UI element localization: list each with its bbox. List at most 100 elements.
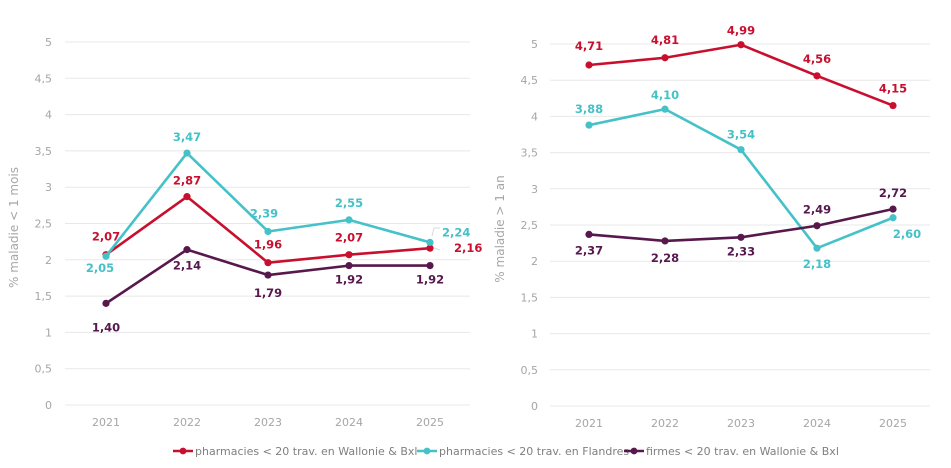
y-tick-label: 4	[531, 110, 538, 123]
data-label: 2,49	[803, 203, 831, 217]
data-point	[102, 252, 110, 260]
data-point	[426, 244, 434, 252]
data-label: 4,99	[727, 24, 755, 38]
x-tick-label: 2022	[173, 416, 201, 429]
data-point	[889, 214, 897, 222]
legend-swatch-marker	[630, 447, 638, 455]
data-point	[264, 227, 272, 236]
x-tick-label: 2023	[727, 417, 755, 430]
y-tick-label: 0,5	[521, 364, 539, 377]
data-label: 2,60	[893, 227, 921, 241]
data-point	[264, 259, 272, 267]
y-tick-label: 5	[45, 36, 52, 49]
data-label: 2,14	[173, 259, 201, 273]
data-label: 2,16	[454, 241, 482, 255]
data-label: 2,72	[879, 186, 907, 200]
data-label: 2,33	[727, 244, 755, 258]
data-point	[345, 262, 353, 270]
data-label: 2,87	[173, 174, 201, 188]
data-point	[183, 149, 191, 157]
data-label: 4,10	[651, 88, 679, 102]
chart-sick-leave-under-1-month: 0 0,5 1 1,5 2 2,5 3 3,5 4 4,5 5 2021 2022 2023 2024 202…	[7, 36, 482, 429]
legend-swatch-marker	[423, 447, 431, 455]
data-point	[426, 262, 434, 270]
y-tick-label: 3,5	[35, 145, 53, 158]
data-point	[813, 222, 821, 230]
data-point	[585, 61, 593, 69]
y-tick-label: 0	[45, 399, 52, 412]
legend-label: firmes < 20 trav. en Wallonie & Bxl	[646, 445, 839, 458]
x-tick-label: 2021	[575, 417, 603, 430]
data-point	[345, 251, 353, 259]
y-tick-label: 4,5	[35, 72, 53, 85]
data-label: 2,55	[335, 196, 363, 210]
y-tick-label: 0,5	[35, 363, 53, 376]
legend: pharmacies < 20 trav. en Wallonie & Bxl p…	[173, 445, 839, 458]
data-point	[183, 193, 191, 201]
data-point	[813, 244, 821, 252]
data-point	[585, 230, 593, 239]
y-tick-label: 4,5	[521, 74, 539, 87]
y-tick-label: 1	[45, 326, 52, 339]
data-point	[813, 72, 821, 80]
y-tick-label: 5	[531, 38, 538, 51]
data-label: 1,92	[416, 273, 444, 287]
y-tick-label: 3	[45, 181, 52, 194]
x-tick-label: 2022	[651, 417, 679, 430]
x-tick-label: 2023	[254, 416, 282, 429]
y-tick-label: 1,5	[35, 290, 53, 303]
legend-label: pharmacies < 20 trav. en Flandres	[439, 445, 629, 458]
data-point	[737, 146, 745, 154]
data-point	[426, 238, 434, 246]
data-label: 4,56	[803, 52, 831, 66]
y-tick-label: 2,5	[521, 219, 539, 232]
x-tick-label: 2025	[879, 417, 907, 430]
y-tick-label: 0	[531, 400, 538, 413]
data-label: 2,24	[442, 225, 470, 239]
data-label: 2,37	[575, 243, 603, 257]
data-label: 3,54	[727, 128, 755, 142]
label-leader-line	[433, 247, 441, 251]
x-tick-label: 2025	[416, 416, 444, 429]
data-label: 2,18	[803, 257, 831, 271]
data-point	[102, 299, 110, 307]
data-label: 2,07	[335, 231, 363, 245]
data-label: 1,92	[335, 273, 363, 287]
y-tick-label: 3,5	[521, 147, 539, 160]
data-point	[737, 233, 745, 241]
series-line-red	[588, 43, 894, 107]
x-tick-label: 2021	[92, 416, 120, 429]
data-label: 2,07	[92, 230, 120, 244]
label-leader-line	[431, 227, 440, 237]
legend-swatch-marker	[179, 447, 187, 455]
y-tick-label: 3	[531, 183, 538, 196]
data-point	[345, 216, 353, 224]
x-tick-label: 2024	[803, 417, 831, 430]
data-label: 2,39	[250, 206, 278, 220]
y-tick-label: 2	[531, 255, 538, 268]
data-point	[585, 121, 593, 129]
data-label: 3,88	[575, 102, 603, 116]
data-label: 1,79	[254, 286, 282, 300]
data-point	[737, 41, 745, 49]
y-axis-label: % maladie < 1 mois	[7, 167, 21, 288]
x-tick-label: 2024	[335, 416, 363, 429]
data-point	[889, 101, 897, 110]
data-label: 2,28	[651, 251, 679, 265]
data-point	[661, 237, 669, 245]
data-point	[183, 246, 191, 254]
y-tick-label: 2,5	[35, 218, 53, 231]
y-tick-label: 1	[531, 328, 538, 341]
data-label: 4,15	[879, 82, 907, 96]
data-label: 4,81	[651, 33, 679, 47]
y-tick-label: 4	[45, 109, 52, 122]
y-tick-label: 2	[45, 254, 52, 267]
data-point	[661, 54, 669, 62]
data-point	[889, 205, 897, 213]
data-label: 3,47	[173, 130, 201, 144]
data-point	[264, 271, 272, 279]
data-label: 1,96	[254, 238, 282, 252]
y-axis-label: % maladie > 1 an	[493, 175, 507, 282]
